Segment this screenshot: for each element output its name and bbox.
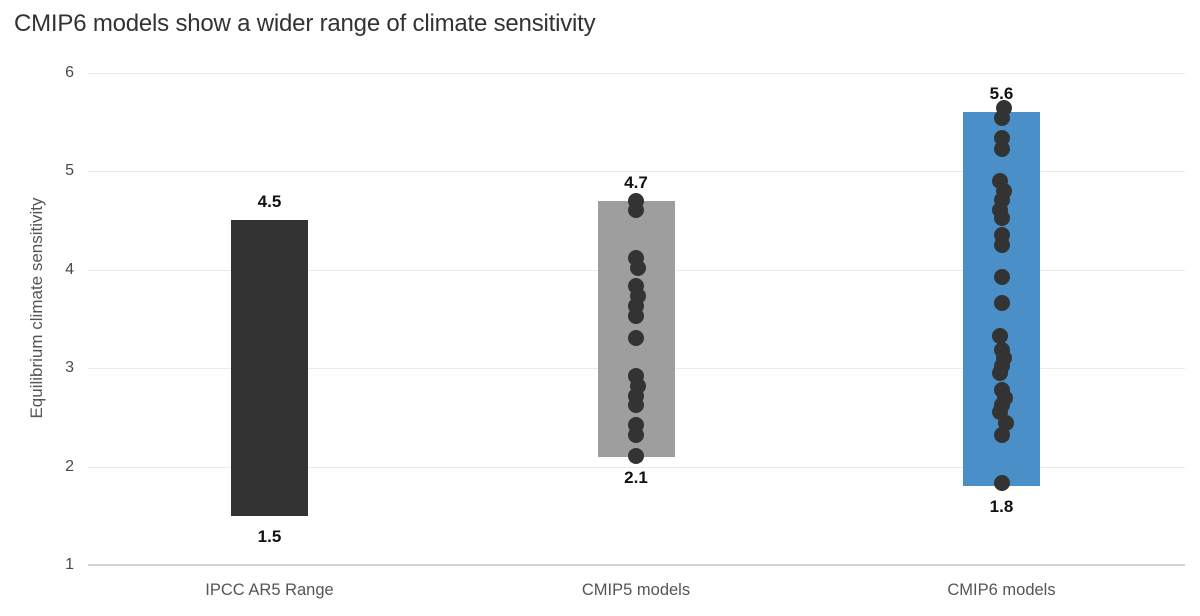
model-dot	[993, 210, 1010, 227]
y-tick-label: 1	[65, 556, 74, 573]
low-value-label: 1.8	[989, 497, 1014, 517]
model-dot	[993, 269, 1010, 286]
range-bar-ipcc-ar5-range	[231, 220, 308, 516]
model-dot	[993, 294, 1010, 311]
range-bar-cmip5-models	[597, 200, 675, 457]
model-dot	[991, 328, 1008, 345]
gridline	[88, 72, 1185, 74]
gridline	[88, 171, 1185, 172]
x-category-label: CMIP5 models	[581, 581, 691, 599]
model-dot	[630, 259, 646, 276]
model-dot	[628, 426, 644, 443]
chart-title: CMIP6 models show a wider range of clima…	[14, 10, 596, 37]
model-dot	[628, 397, 644, 414]
model-dot	[628, 307, 644, 324]
model-dot	[993, 141, 1010, 158]
low-value-label: 1.5	[257, 526, 282, 546]
high-value-label: 4.5	[257, 192, 282, 212]
high-value-label: 4.7	[624, 172, 648, 192]
model-dot	[993, 426, 1010, 443]
y-tick-label: 3	[65, 359, 74, 376]
model-dot	[991, 364, 1008, 381]
high-value-label: 5.6	[989, 83, 1014, 103]
model-dot	[993, 475, 1010, 492]
y-axis-title: Equilibrium climate sensitivity	[27, 197, 46, 419]
y-tick-label: 4	[65, 260, 74, 278]
y-tick-label: 6	[65, 63, 74, 81]
x-axis-line	[88, 564, 1185, 566]
model-dot	[993, 109, 1010, 126]
y-tick-label: 5	[65, 162, 74, 179]
low-value-label: 2.1	[624, 467, 648, 487]
x-category-label: IPCC AR5 Range	[205, 581, 334, 599]
gridline	[88, 466, 1185, 468]
model-dot	[628, 330, 644, 347]
x-category-label: CMIP6 models	[947, 581, 1056, 599]
model-dot	[993, 236, 1010, 253]
y-tick-label: 2	[65, 457, 74, 475]
model-dot	[628, 202, 644, 219]
model-dot	[628, 447, 644, 464]
